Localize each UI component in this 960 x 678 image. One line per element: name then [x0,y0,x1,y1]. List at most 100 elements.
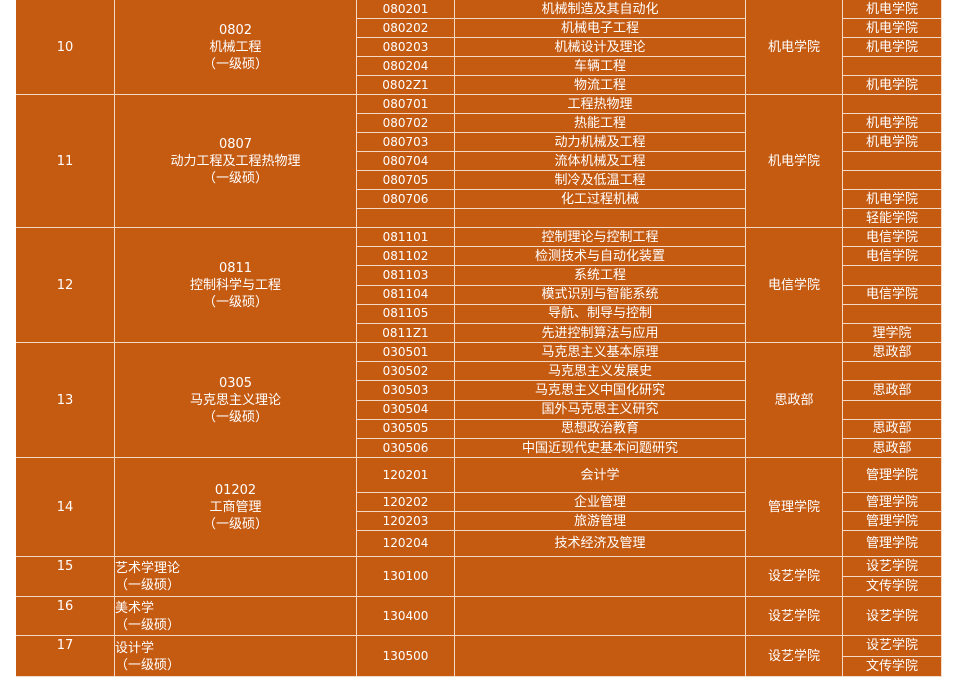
training-unit: 设艺学院 [843,597,942,636]
training-unit-text: 思政部 [872,421,912,437]
major-name: 马克思主义发展史 [455,362,746,382]
training-unit-text: 设艺学院 [865,559,918,574]
major-name: 机械设计及理论 [455,38,746,57]
department-text: 管理学院 [767,499,820,515]
major-code-text: 081101 [382,229,429,244]
department: 机电学院 [746,95,843,228]
major-code-text: 120202 [382,494,429,509]
major-code: 080202 [357,19,455,38]
major-code-text: 130400 [382,608,429,623]
group-number: 17 [16,636,115,677]
major-name: 模式识别与智能系统 [455,285,746,305]
major-code-text: 081103 [382,267,429,282]
training-unit: 电信学院 [843,285,942,305]
training-unit [843,266,942,286]
training-unit-text: 机电学院 [865,20,918,36]
training-unit: 轻能学院 [843,209,942,228]
discipline-code: 0807 [218,136,253,152]
training-unit: 思政部 [843,419,942,439]
major-code-text: 030505 [382,421,429,436]
training-unit-text: 设艺学院 [865,608,918,624]
major-code: 080706 [357,190,455,209]
training-unit-text: 思政部 [872,382,912,398]
major-name: 会计学 [455,458,746,493]
training-unit-text: 电信学院 [865,248,918,264]
discipline-title: 控制科学与工程 [189,277,281,293]
training-unit: 思政部 [843,381,942,401]
discipline-level: （一级硕） [115,578,181,593]
major-name-text: 模式识别与智能系统 [541,287,659,303]
discipline-code: 0305 [218,375,253,391]
major-name-text: 机械制造及其自动化 [541,1,659,17]
training-unit [843,95,942,114]
major-code-text: 080203 [382,39,429,54]
major-name: 思想政治教育 [455,419,746,439]
major-name-text: 控制理论与控制工程 [541,229,659,245]
major-code-text: 080703 [382,134,429,149]
major-name-text: 机械设计及理论 [554,39,646,55]
discipline-title: 01202 工商管理 （一级硕） [115,458,357,557]
training-unit: 文传学院 [843,577,942,597]
major-name-text: 中国近现代史基本问题研究 [521,440,678,456]
major-name [455,557,746,597]
major-code: 080203 [357,38,455,57]
department-text: 机电学院 [767,153,820,169]
major-name-text: 导航、制导与控制 [547,306,652,322]
training-unit: 机电学院 [843,76,942,95]
discipline-title: 0305 马克思主义理论 （一级硕） [115,343,357,458]
training-unit: 设艺学院 [843,636,942,657]
major-name: 系统工程 [455,266,746,286]
major-code-text: 080705 [382,172,429,187]
major-code: 030502 [357,362,455,382]
major-code: 080705 [357,171,455,190]
major-name: 旅游管理 [455,512,746,531]
discipline-code: 0811 [218,260,253,276]
department: 思政部 [746,343,843,458]
training-unit: 电信学院 [843,247,942,267]
major-name: 流体机械及工程 [455,152,746,171]
major-code-text: 080201 [382,1,429,16]
department-text: 思政部 [774,392,814,408]
training-unit [843,171,942,190]
major-code-text: 080702 [382,115,429,130]
major-code: 081105 [357,304,455,324]
discipline-title: 美术学 （一级硕） [115,597,357,636]
training-unit-text: 管理学院 [865,536,918,551]
major-code: 080701 [357,95,455,114]
major-name-text: 系统工程 [573,267,626,283]
training-unit: 文传学院 [843,656,942,677]
training-unit-text: 设艺学院 [865,638,918,654]
training-unit: 机电学院 [843,38,942,57]
major-name-text: 流体机械及工程 [554,153,646,169]
major-name-text: 国外马克思主义研究 [541,402,659,418]
major-code: 030505 [357,419,455,439]
group-number: 12 [16,228,115,343]
major-code: 130400 [357,597,455,636]
major-code-text: 120201 [382,467,429,482]
major-name: 机械电子工程 [455,19,746,38]
training-unit-text: 机电学院 [865,115,918,131]
discipline-table: 10 0802 机械工程 （一级硕） 机电学院 080201 机械制造及其自动化 机电学院 08… [16,0,942,677]
major-name-text: 旅游管理 [573,513,626,529]
major-name: 制冷及低温工程 [455,171,746,190]
discipline-title: 马克思主义理论 [189,392,281,408]
training-unit: 机电学院 [843,0,942,19]
major-code-text: 080202 [382,20,429,35]
major-code-text: 030503 [382,382,429,397]
major-code: 030503 [357,381,455,401]
training-unit-text: 文传学院 [865,658,918,674]
major-name: 机械制造及其自动化 [455,0,746,19]
major-code: 081101 [357,228,455,248]
major-name: 控制理论与控制工程 [455,228,746,248]
major-code: 030506 [357,439,455,458]
major-code: 081103 [357,266,455,286]
training-unit: 机电学院 [843,19,942,38]
training-unit-text: 理学院 [872,325,912,341]
group-number-text: 16 [56,599,74,614]
training-unit-text: 机电学院 [865,134,918,150]
major-code [357,209,455,228]
major-name-text: 制冷及低温工程 [554,172,646,188]
training-unit-text: 机电学院 [865,39,918,55]
group-number-text: 13 [56,392,74,408]
training-unit-text: 电信学院 [865,287,918,303]
